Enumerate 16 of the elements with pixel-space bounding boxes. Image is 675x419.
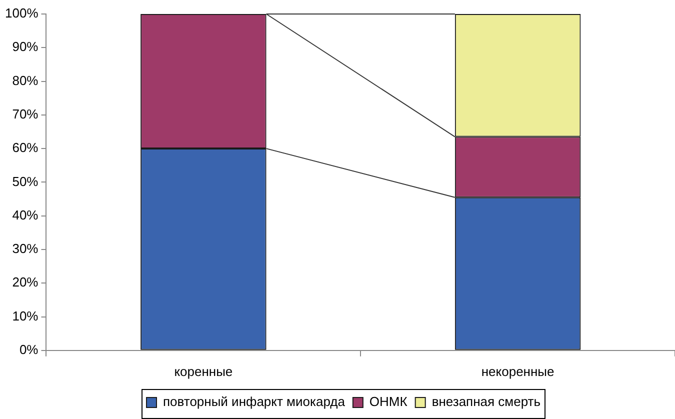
y-tick-label: 80% — [12, 72, 39, 88]
y-tick-label: 30% — [12, 241, 39, 256]
legend-label: повторный инфаркт миокарда — [163, 394, 346, 410]
legend-label: ОНМК — [369, 394, 408, 410]
y-tick-label: 60% — [12, 140, 39, 156]
y-tick-label: 20% — [12, 274, 39, 290]
y-tick-label: 10% — [12, 308, 39, 324]
x-tick-label: некоренные — [481, 364, 554, 379]
y-tick-label: 50% — [12, 174, 39, 189]
legend-label: внезапная смерть — [432, 394, 541, 410]
y-tick-label: 70% — [12, 106, 39, 122]
y-tick-label: 0% — [19, 342, 39, 357]
y-tick-label: 40% — [12, 207, 39, 222]
x-tick-label: коренные — [174, 364, 233, 379]
y-tick-label: 90% — [12, 39, 39, 54]
y-tick-label: 100% — [5, 6, 39, 21]
